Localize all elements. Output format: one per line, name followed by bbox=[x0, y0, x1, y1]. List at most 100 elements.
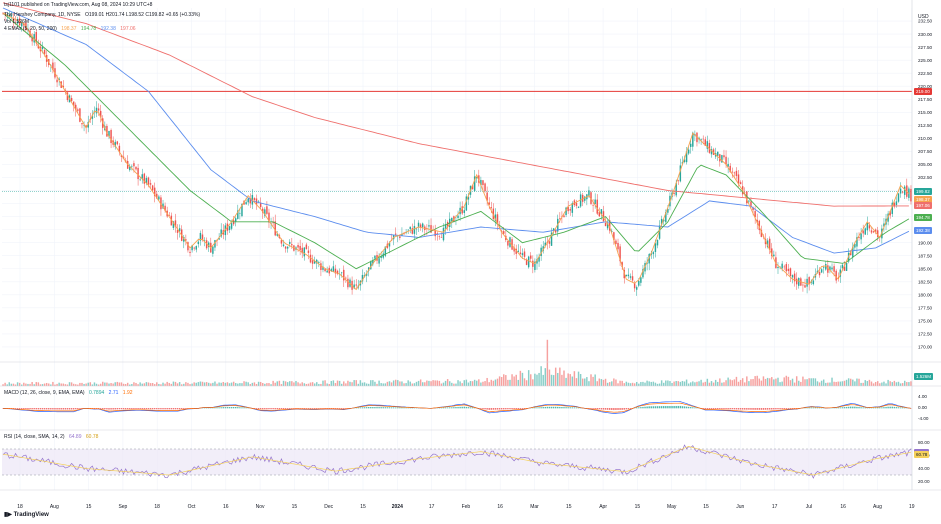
macd-hist-bar bbox=[891, 406, 893, 409]
macd-hist-bar bbox=[771, 408, 773, 410]
candle bbox=[756, 219, 758, 223]
macd-hist-bar bbox=[602, 408, 605, 410]
macd-hist-bar bbox=[795, 408, 798, 409]
macd-hist-bar bbox=[752, 408, 754, 410]
volume-bar bbox=[519, 370, 522, 386]
macd-hist-bar bbox=[106, 408, 108, 410]
candle bbox=[530, 255, 532, 259]
macd-pane: 4.00 0.00 -4.00 bbox=[2, 394, 929, 421]
macd-hist-bar bbox=[444, 407, 447, 409]
macd-hist-bar bbox=[160, 408, 162, 410]
macd-hist-bar bbox=[889, 406, 891, 409]
macd-hist-bar bbox=[677, 405, 679, 409]
macd-hist-bar bbox=[262, 408, 264, 410]
candle bbox=[862, 230, 864, 234]
macd-hist-value: 0.7894 bbox=[88, 390, 105, 396]
volume-bar bbox=[675, 381, 677, 386]
macd-hist-bar bbox=[473, 407, 476, 409]
volume-bar bbox=[241, 383, 243, 386]
volume-bar bbox=[727, 377, 729, 386]
macd-hist-bar bbox=[380, 407, 382, 409]
volume-bar bbox=[881, 382, 883, 386]
candle bbox=[513, 247, 515, 252]
volume-bar bbox=[60, 383, 62, 386]
volume-bar bbox=[906, 382, 908, 386]
macd-hist-bar bbox=[723, 408, 725, 410]
volume-bar bbox=[544, 368, 547, 386]
volume-bar bbox=[831, 377, 833, 386]
candle bbox=[409, 226, 411, 230]
volume-bar bbox=[436, 380, 438, 386]
volume-bar bbox=[561, 374, 563, 386]
candle bbox=[129, 166, 131, 171]
macd-hist-bar bbox=[544, 406, 547, 409]
volume-bar bbox=[449, 381, 451, 386]
volume-bar bbox=[735, 376, 738, 386]
macd-hist-bar bbox=[837, 407, 839, 409]
macd-hist-bar bbox=[779, 408, 781, 410]
macd-hist-bar bbox=[305, 408, 308, 409]
volume-bar bbox=[733, 379, 736, 386]
volume-bar bbox=[135, 382, 137, 386]
candle bbox=[787, 268, 790, 272]
macd-hist-bar bbox=[498, 408, 501, 410]
macd-hist-bar bbox=[885, 406, 887, 409]
published-text: tsj1101 published on TradingView.com, Au… bbox=[4, 2, 153, 8]
volume-bar bbox=[862, 382, 864, 386]
candle bbox=[579, 194, 582, 207]
x-tick-label: Nov bbox=[256, 504, 265, 510]
candle bbox=[143, 173, 146, 184]
macd-hist-bar bbox=[104, 408, 106, 410]
candle bbox=[584, 196, 586, 201]
volume-bar bbox=[471, 381, 474, 386]
volume-bar bbox=[611, 381, 613, 386]
volume-bar bbox=[8, 382, 10, 386]
volume-bar bbox=[110, 383, 112, 386]
candle bbox=[515, 248, 517, 254]
candle bbox=[324, 268, 326, 272]
volume-bar bbox=[814, 378, 817, 386]
volume-bar bbox=[488, 382, 490, 386]
volume-bar bbox=[793, 382, 796, 386]
volume-bar bbox=[839, 381, 842, 386]
candle bbox=[320, 263, 322, 270]
x-tick-label: 15 bbox=[360, 504, 366, 510]
macd-hist-bar bbox=[725, 408, 727, 410]
candle bbox=[343, 269, 345, 281]
candle bbox=[176, 229, 179, 233]
volume-bar bbox=[642, 381, 644, 386]
x-tick-label: Feb bbox=[462, 504, 471, 510]
candle bbox=[185, 239, 187, 241]
y-tick-label: 210.00 bbox=[918, 136, 932, 141]
volume-bar bbox=[347, 380, 349, 386]
candle bbox=[665, 212, 667, 222]
volume-bar bbox=[343, 381, 345, 386]
candle bbox=[843, 266, 846, 271]
volume-bar bbox=[685, 379, 688, 386]
macd-hist-bar bbox=[642, 406, 644, 409]
candle bbox=[444, 224, 447, 229]
candle bbox=[85, 125, 87, 128]
macd-hist-bar bbox=[43, 408, 46, 410]
volume-bar bbox=[357, 383, 360, 386]
macd-hist-bar bbox=[563, 407, 565, 409]
candle bbox=[301, 247, 303, 254]
macd-hist-bar bbox=[151, 408, 154, 410]
macd-hist-bar bbox=[519, 408, 522, 409]
volume-bar bbox=[147, 382, 150, 386]
y-tick-label: 170.00 bbox=[918, 345, 932, 350]
candle bbox=[596, 199, 598, 214]
volume-bar bbox=[660, 380, 663, 386]
volume-bar bbox=[293, 382, 295, 386]
volume-bar bbox=[230, 382, 233, 386]
macd-hist-bar bbox=[37, 408, 40, 410]
macd-hist-bar bbox=[461, 406, 463, 409]
macd-hist-bar bbox=[79, 408, 81, 409]
candle bbox=[667, 208, 669, 213]
candle bbox=[322, 266, 324, 270]
macd-hist-bar bbox=[652, 406, 655, 409]
candle bbox=[899, 188, 902, 194]
candle bbox=[704, 139, 707, 146]
candle bbox=[569, 209, 571, 211]
